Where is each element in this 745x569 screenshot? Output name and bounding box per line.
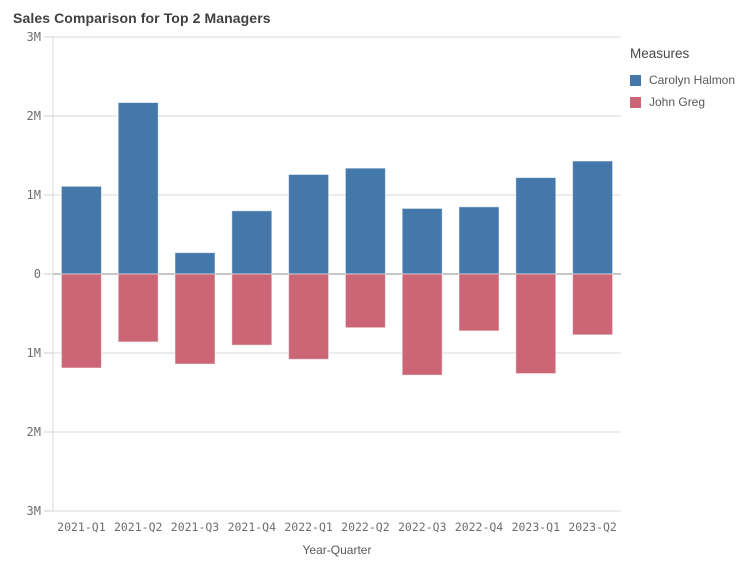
bar-carolyn-halmon-2022-Q3[interactable]	[401, 207, 443, 275]
bar-carolyn-halmon-2023-Q1[interactable]	[515, 177, 557, 275]
legend-swatch-john-greg	[630, 96, 641, 108]
chart-title: Sales Comparison for Top 2 Managers	[13, 10, 271, 26]
y-axis-tick-label: 3M	[27, 30, 41, 44]
legend-swatch-carolyn-halmon	[630, 74, 641, 86]
legend: Measures Carolyn Halmon John Greg	[630, 46, 742, 117]
y-axis-tick-label: 1M	[27, 188, 41, 202]
bar-john-greg-2021-Q3[interactable]	[174, 273, 216, 365]
bar-carolyn-halmon-2022-Q4[interactable]	[458, 206, 500, 275]
y-axis-tick-label: 2M	[27, 109, 41, 123]
legend-title: Measures	[630, 46, 690, 61]
y-axis-tick-label: 2M	[27, 425, 41, 439]
x-axis-tick-label: 2022-Q2	[341, 520, 389, 534]
legend-item-label: John Greg	[649, 95, 706, 109]
y-axis-tick-label: 3M	[27, 504, 41, 518]
x-axis-tick-label: 2021-Q4	[228, 520, 277, 534]
bar-john-greg-2022-Q3[interactable]	[401, 273, 443, 376]
x-axis-title: Year-Quarter	[303, 543, 372, 557]
legend-item-carolyn-halmon[interactable]: Carolyn Halmon	[630, 73, 742, 87]
legend-item-john-greg[interactable]: John Greg	[630, 95, 742, 109]
y-axis-tick-label: 0	[34, 267, 41, 281]
bar-john-greg-2022-Q1[interactable]	[288, 273, 330, 360]
bar-carolyn-halmon-2021-Q4[interactable]	[231, 210, 273, 275]
bar-carolyn-halmon-2021-Q1[interactable]	[60, 185, 102, 275]
legend-item-label: Carolyn Halmon	[649, 73, 736, 87]
y-axis-tick-label: 1M	[27, 346, 41, 360]
bar-john-greg-2023-Q2[interactable]	[572, 273, 614, 336]
x-axis-tick-label: 2023-Q1	[512, 520, 561, 534]
x-axis-tick-label: 2022-Q1	[284, 520, 333, 534]
bar-john-greg-2022-Q4[interactable]	[458, 273, 500, 332]
x-axis-tick-label: 2023-Q2	[568, 520, 616, 534]
bar-john-greg-2021-Q1[interactable]	[60, 273, 102, 369]
bar-john-greg-2021-Q4[interactable]	[231, 273, 273, 346]
x-axis-tick-label: 2021-Q3	[171, 520, 220, 534]
bar-carolyn-halmon-2021-Q2[interactable]	[117, 102, 159, 275]
bar-john-greg-2021-Q2[interactable]	[117, 273, 159, 343]
x-axis-tick-label: 2021-Q2	[114, 520, 162, 534]
bar-carolyn-halmon-2023-Q2[interactable]	[572, 160, 614, 275]
bar-john-greg-2023-Q1[interactable]	[515, 273, 557, 375]
x-axis-tick-label: 2021-Q1	[57, 520, 106, 534]
x-axis-tick-label: 2022-Q3	[398, 520, 447, 534]
bar-john-greg-2022-Q2[interactable]	[344, 273, 386, 329]
x-axis-tick-label: 2022-Q4	[455, 520, 504, 534]
bar-carolyn-halmon-2022-Q1[interactable]	[288, 173, 330, 275]
bar-carolyn-halmon-2021-Q3[interactable]	[174, 252, 216, 275]
bar-carolyn-halmon-2022-Q2[interactable]	[344, 167, 386, 275]
